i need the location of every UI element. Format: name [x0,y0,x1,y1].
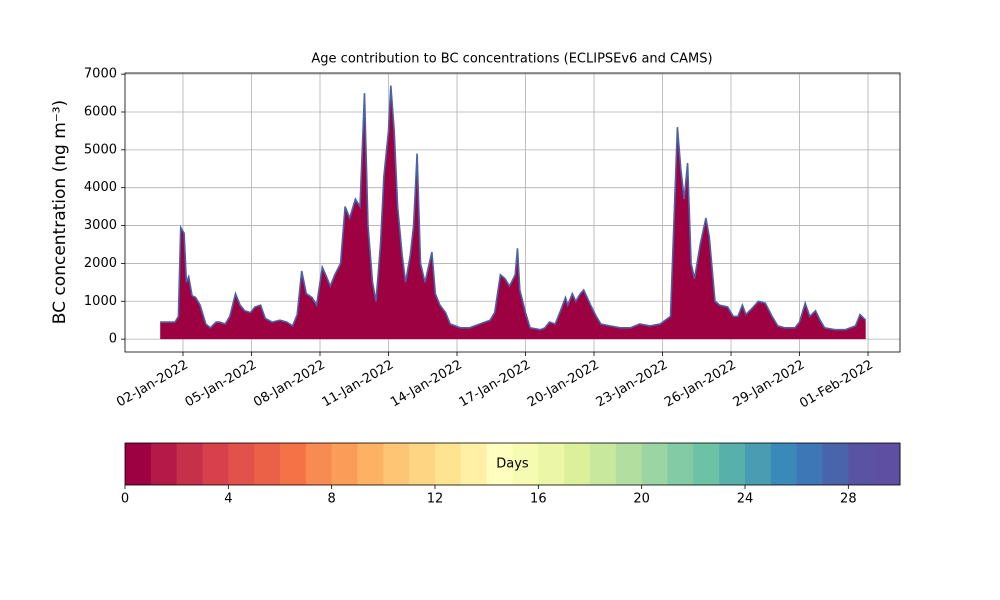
colorbar-swatch [822,443,849,485]
colorbar-swatch [512,443,539,485]
colorbar-tick-label: 24 [737,492,754,507]
colorbar-swatch [590,443,617,485]
y-tick-label: 0 [109,332,117,347]
colorbar-swatch [460,443,488,485]
x-tick-label: 29-Jan-2022 [731,358,808,411]
colorbar-swatch [641,443,668,485]
x-tick-label: 05-Jan-2022 [183,358,260,411]
colorbar-swatch [564,443,591,485]
area-outline [160,85,867,331]
y-tick-label: 2000 [84,256,117,271]
x-tick-label: 02-Jan-2022 [114,358,191,411]
colorbar-swatch [280,443,307,485]
colorbar-swatch [770,443,798,485]
colorbar-swatch [667,443,694,485]
colorbar-swatch [719,443,746,485]
colorbar-swatch [357,443,384,485]
colorbar-swatch [202,443,229,485]
x-tick-label: 23-Jan-2022 [594,358,671,411]
colorbar-swatch [331,443,358,485]
y-tick-label: 6000 [84,104,117,119]
colorbar-swatch [383,443,410,485]
chart-title: Age contribution to BC concentrations (E… [311,52,712,67]
colorbar-swatch [874,443,901,485]
colorbar-swatch [486,443,513,485]
colorbar-swatch [796,443,823,485]
colorbar-swatch [125,443,152,485]
colorbar-tick-label: 16 [530,492,547,507]
x-tick-label: 20-Jan-2022 [525,358,602,411]
colorbar-tick-label: 12 [427,492,444,507]
colorbar-swatch [228,443,255,485]
x-tick-label: 14-Jan-2022 [388,358,465,411]
x-tick-label: 17-Jan-2022 [457,358,534,411]
y-tick-label: 1000 [84,294,117,309]
colorbar-swatch [538,443,565,485]
area [160,85,866,340]
y-tick-label: 5000 [84,142,117,157]
colorbar-swatch [409,443,436,485]
y-tick-label: 3000 [84,218,117,233]
x-tick-label: 26-Jan-2022 [662,358,739,411]
colorbar-tick-label: 8 [328,492,336,507]
colorbar-tick-label: 4 [224,492,232,507]
x-tick-label: 11-Jan-2022 [320,358,397,411]
colorbar-swatch [305,443,333,485]
plot-frame [124,72,901,353]
colorbar-tick-label: 0 [121,492,129,507]
colorbar-swatch [848,443,875,485]
x-tick-label: 08-Jan-2022 [251,358,328,411]
colorbar-tick-label: 28 [840,492,857,507]
x-tick-label: 01-Feb-2022 [797,358,876,412]
colorbar-frame [124,442,901,486]
colorbar-tick-label: 20 [633,492,650,507]
colorbar-swatch [176,443,203,485]
y-axis-label: BC concentration (ng m⁻³) [50,100,70,324]
colorbar-swatch [150,443,178,485]
y-tick-label: 7000 [84,67,117,82]
colorbar-swatch [615,443,643,485]
colorbar-label: Days [496,457,529,472]
colorbar-swatch [254,443,281,485]
colorbar-swatch [693,443,720,485]
colorbar-swatch [745,443,772,485]
colorbar-swatch [435,443,462,485]
y-tick-label: 4000 [84,180,117,195]
